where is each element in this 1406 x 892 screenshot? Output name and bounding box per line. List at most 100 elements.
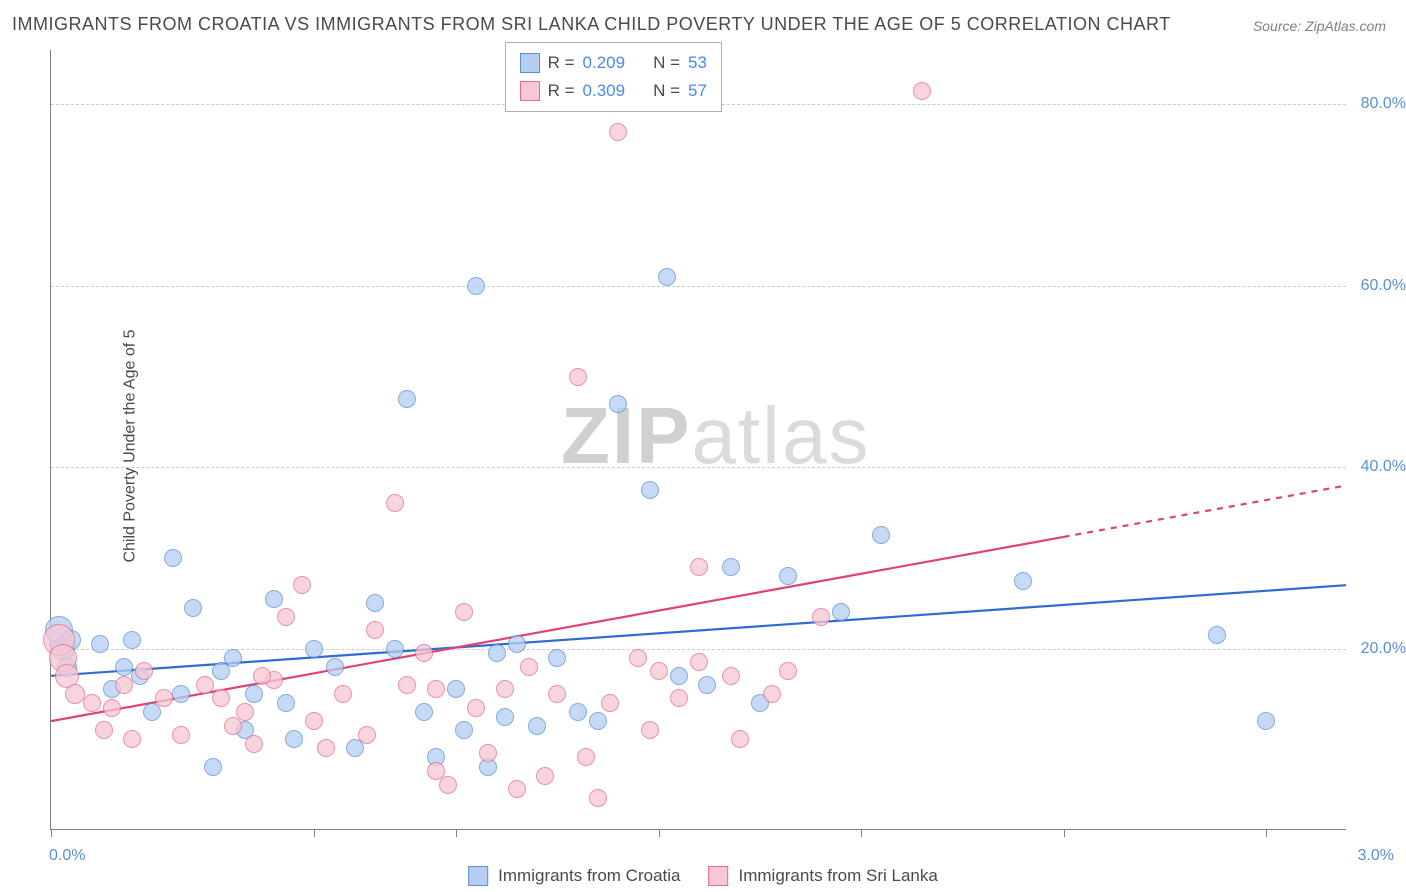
data-point <box>447 680 465 698</box>
data-point <box>629 649 647 667</box>
gridline <box>51 286 1346 287</box>
data-point <box>1208 626 1226 644</box>
data-point <box>398 390 416 408</box>
data-point <box>569 368 587 386</box>
data-point <box>548 649 566 667</box>
data-point <box>722 667 740 685</box>
data-point <box>658 268 676 286</box>
stat-label: R = <box>548 49 575 77</box>
data-point <box>115 676 133 694</box>
data-point <box>172 685 190 703</box>
data-point <box>1257 712 1275 730</box>
data-point <box>224 717 242 735</box>
gridline <box>51 649 1346 650</box>
stat-label: N = <box>653 77 680 105</box>
gridline <box>51 467 1346 468</box>
x-tick-label: 3.0% <box>1358 847 1394 865</box>
data-point <box>95 721 113 739</box>
data-point <box>812 608 830 626</box>
data-point <box>496 680 514 698</box>
data-point <box>135 662 153 680</box>
data-point <box>334 685 352 703</box>
x-tick <box>659 829 660 837</box>
stat-label: N = <box>653 49 680 77</box>
data-point <box>285 730 303 748</box>
data-point <box>722 558 740 576</box>
data-point <box>467 277 485 295</box>
data-point <box>172 726 190 744</box>
data-point <box>496 708 514 726</box>
data-point <box>763 685 781 703</box>
legend-swatch <box>520 81 540 101</box>
data-point <box>427 680 445 698</box>
stat-value: 0.309 <box>583 77 626 105</box>
data-point <box>245 735 263 753</box>
data-point <box>670 667 688 685</box>
legend-label: Immigrants from Croatia <box>498 866 680 886</box>
y-tick-label: 80.0% <box>1361 95 1406 113</box>
data-point <box>488 644 506 662</box>
data-point <box>609 395 627 413</box>
data-point <box>326 658 344 676</box>
data-point <box>196 676 214 694</box>
data-point <box>641 481 659 499</box>
legend-swatch <box>520 53 540 73</box>
legend-item: Immigrants from Sri Lanka <box>708 866 937 886</box>
data-point <box>358 726 376 744</box>
data-point <box>508 635 526 653</box>
data-point <box>528 717 546 735</box>
data-point <box>265 590 283 608</box>
x-tick <box>51 829 52 837</box>
data-point <box>455 603 473 621</box>
trend-line-dashed <box>1064 485 1347 537</box>
data-point <box>277 608 295 626</box>
data-point <box>427 762 445 780</box>
data-point <box>577 748 595 766</box>
data-point <box>779 662 797 680</box>
data-point <box>872 526 890 544</box>
data-point <box>690 558 708 576</box>
data-point <box>455 721 473 739</box>
data-point <box>698 676 716 694</box>
data-point <box>277 694 295 712</box>
x-tick <box>314 829 315 837</box>
data-point <box>439 776 457 794</box>
data-point <box>589 789 607 807</box>
plot-region: ZIPatlas 20.0%40.0%60.0%80.0%0.0%3.0%R =… <box>50 50 1346 830</box>
data-point <box>212 689 230 707</box>
data-point <box>123 631 141 649</box>
data-point <box>123 730 141 748</box>
data-point <box>115 658 133 676</box>
y-tick-label: 40.0% <box>1361 458 1406 476</box>
data-point <box>253 667 271 685</box>
chart-area: ZIPatlas 20.0%40.0%60.0%80.0%0.0%3.0%R =… <box>50 50 1346 830</box>
legend-swatch <box>708 866 728 886</box>
x-tick <box>861 829 862 837</box>
stat-label: R = <box>548 77 575 105</box>
data-point <box>641 721 659 739</box>
data-point <box>83 694 101 712</box>
data-point <box>1014 572 1032 590</box>
legend-stats-row: R =0.309N =57 <box>520 77 707 105</box>
source-label: Source: ZipAtlas.com <box>1253 18 1386 34</box>
data-point <box>366 621 384 639</box>
data-point <box>293 576 311 594</box>
data-point <box>204 758 222 776</box>
data-point <box>731 730 749 748</box>
data-point <box>184 599 202 617</box>
data-point <box>467 699 485 717</box>
x-tick <box>1266 829 1267 837</box>
data-point <box>415 644 433 662</box>
stat-value: 53 <box>688 49 707 77</box>
data-point <box>164 549 182 567</box>
data-point <box>601 694 619 712</box>
data-point <box>536 767 554 785</box>
bottom-legend: Immigrants from Croatia Immigrants from S… <box>468 866 938 886</box>
data-point <box>305 640 323 658</box>
data-point <box>386 494 404 512</box>
x-tick <box>456 829 457 837</box>
data-point <box>398 676 416 694</box>
chart-title: IMMIGRANTS FROM CROATIA VS IMMIGRANTS FR… <box>12 14 1171 35</box>
y-tick-label: 60.0% <box>1361 277 1406 295</box>
data-point <box>386 640 404 658</box>
